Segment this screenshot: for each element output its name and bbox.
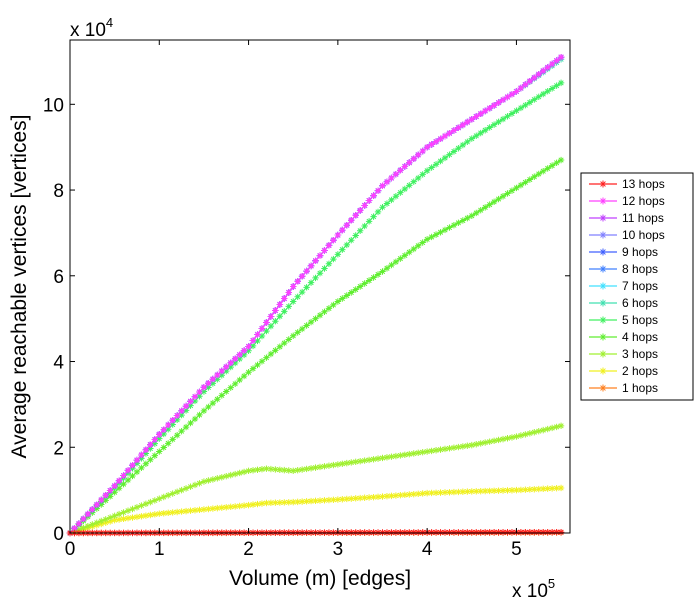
legend-swatch-marker bbox=[599, 384, 607, 392]
legend-item: 3 hops bbox=[589, 347, 658, 361]
series-2-hops bbox=[66, 484, 565, 537]
axes-box bbox=[69, 39, 571, 534]
legend-label: 4 hops bbox=[622, 330, 658, 344]
legend-label: 2 hops bbox=[622, 364, 658, 378]
legend: 13 hops 12 hops 11 hops 10 hops 9 hops 8 hops… bbox=[580, 172, 694, 401]
legend-swatch-marker bbox=[599, 231, 607, 239]
legend-label: 10 hops bbox=[622, 228, 665, 242]
legend-swatch-marker bbox=[599, 350, 607, 358]
legend-item: 12 hops bbox=[589, 194, 665, 208]
legend-item: 11 hops bbox=[589, 211, 664, 225]
legend-swatch-marker bbox=[599, 282, 607, 290]
y-tick-label: 4 bbox=[53, 353, 64, 374]
x-multiplier-base: x 10 bbox=[512, 581, 548, 600]
legend-swatch-marker bbox=[599, 333, 607, 341]
legend-swatch-marker bbox=[599, 316, 607, 324]
series-3-hops bbox=[66, 422, 565, 537]
y-tick-label: 10 bbox=[43, 95, 64, 116]
legend-label: 5 hops bbox=[622, 313, 658, 327]
legend-label: 3 hops bbox=[622, 347, 658, 361]
x-tick-label: 3 bbox=[333, 539, 344, 560]
x-tick-label: 5 bbox=[511, 539, 522, 560]
legend-item: 1 hops bbox=[589, 381, 658, 395]
legend-swatch-marker bbox=[599, 265, 607, 273]
legend-swatch-marker bbox=[599, 180, 607, 188]
legend-swatch-marker bbox=[599, 367, 607, 375]
legend-label: 9 hops bbox=[622, 245, 658, 259]
legend-label: 12 hops bbox=[622, 194, 665, 208]
axes: Volume (m) [edges] Average reachable ver… bbox=[8, 15, 571, 600]
x-tick-label: 1 bbox=[154, 539, 165, 560]
legend-item: 10 hops bbox=[589, 228, 665, 242]
legend-label: 1 hops bbox=[622, 381, 658, 395]
legend-swatch-marker bbox=[599, 248, 607, 256]
y-tick-label: 2 bbox=[53, 438, 64, 459]
legend-item: 2 hops bbox=[589, 364, 658, 378]
legend-item: 6 hops bbox=[589, 296, 658, 310]
x-axis-multiplier: x 105 bbox=[512, 576, 555, 600]
legend-label: 13 hops bbox=[622, 177, 665, 191]
y-tick-label: 0 bbox=[53, 524, 64, 545]
legend-item: 9 hops bbox=[589, 245, 658, 259]
y-axis-title: Average reachable vertices [vertices] bbox=[8, 115, 31, 459]
x-multiplier-exponent: 5 bbox=[548, 576, 555, 591]
legend-swatch-marker bbox=[599, 299, 607, 307]
x-axis-title: Volume (m) [edges] bbox=[229, 567, 411, 590]
x-tick-label: 2 bbox=[243, 539, 254, 560]
legend-item: 7 hops bbox=[589, 279, 658, 293]
y-tick-label: 8 bbox=[53, 181, 64, 202]
legend-label: 7 hops bbox=[622, 279, 658, 293]
legend-item: 13 hops bbox=[589, 177, 665, 191]
legend-swatch-marker bbox=[599, 197, 607, 205]
legend-label: 6 hops bbox=[622, 296, 658, 310]
legend-item: 5 hops bbox=[589, 313, 658, 327]
y-tick-label: 6 bbox=[53, 267, 64, 288]
x-tick-label: 0 bbox=[65, 539, 76, 560]
y-multiplier-base: x 10 bbox=[70, 20, 106, 41]
y-multiplier-exponent: 4 bbox=[106, 15, 113, 30]
legend-label: 8 hops bbox=[622, 262, 658, 276]
legend-item: 4 hops bbox=[589, 330, 658, 344]
x-tick-label: 4 bbox=[422, 539, 433, 560]
legend-swatch-marker bbox=[599, 214, 607, 222]
legend-item: 8 hops bbox=[589, 262, 658, 276]
y-axis-multiplier: x 104 bbox=[70, 15, 113, 41]
legend-label: 11 hops bbox=[622, 211, 664, 225]
